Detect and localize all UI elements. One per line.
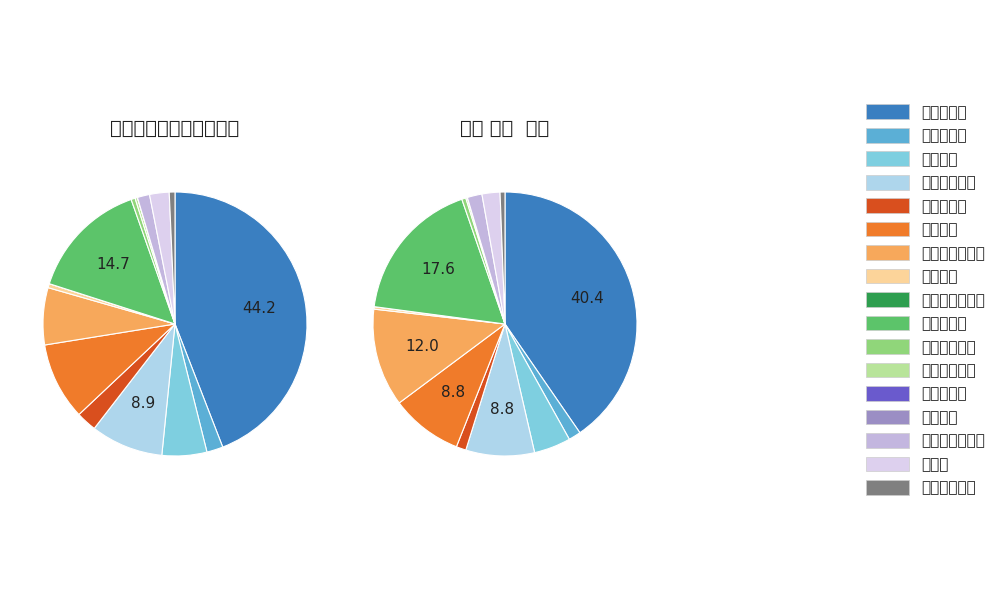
Text: 8.8: 8.8 <box>441 385 465 400</box>
Wedge shape <box>467 194 505 324</box>
Title: 石橋 康太  選手: 石橋 康太 選手 <box>460 119 550 138</box>
Wedge shape <box>482 192 505 324</box>
Text: 40.4: 40.4 <box>570 291 604 306</box>
Wedge shape <box>505 192 637 433</box>
Text: 8.8: 8.8 <box>490 402 514 417</box>
Wedge shape <box>43 287 175 345</box>
Text: 12.0: 12.0 <box>405 339 439 354</box>
Text: 8.9: 8.9 <box>131 396 155 411</box>
Wedge shape <box>456 324 505 450</box>
Text: 17.6: 17.6 <box>422 262 455 277</box>
Wedge shape <box>49 199 175 324</box>
Wedge shape <box>150 192 175 324</box>
Legend: ストレート, ツーシーム, シュート, カットボール, スプリット, フォーク, チェンジアップ, シンカー, 高速スライダー, スライダー, 縦スライダー, : ストレート, ツーシーム, シュート, カットボール, スプリット, フォーク,… <box>858 97 992 503</box>
Wedge shape <box>175 192 307 447</box>
Title: セ・リーグ全プレイヤー: セ・リーグ全プレイヤー <box>110 119 240 138</box>
Wedge shape <box>175 324 223 452</box>
Wedge shape <box>467 197 505 324</box>
Wedge shape <box>466 197 505 324</box>
Wedge shape <box>399 324 505 447</box>
Wedge shape <box>374 307 505 324</box>
Wedge shape <box>137 194 175 324</box>
Wedge shape <box>505 324 580 439</box>
Text: 14.7: 14.7 <box>97 257 130 272</box>
Wedge shape <box>374 307 505 324</box>
Wedge shape <box>49 284 175 324</box>
Wedge shape <box>137 197 175 324</box>
Wedge shape <box>131 198 175 324</box>
Wedge shape <box>137 197 175 324</box>
Wedge shape <box>374 199 505 324</box>
Wedge shape <box>466 324 535 456</box>
Wedge shape <box>162 324 207 456</box>
Wedge shape <box>373 309 505 403</box>
Wedge shape <box>500 192 505 324</box>
Wedge shape <box>48 284 175 324</box>
Wedge shape <box>94 324 175 455</box>
Text: 44.2: 44.2 <box>242 301 276 316</box>
Wedge shape <box>135 197 175 324</box>
Wedge shape <box>505 324 569 452</box>
Wedge shape <box>79 324 175 428</box>
Wedge shape <box>467 197 505 324</box>
Wedge shape <box>45 324 175 415</box>
Wedge shape <box>462 198 505 324</box>
Wedge shape <box>169 192 175 324</box>
